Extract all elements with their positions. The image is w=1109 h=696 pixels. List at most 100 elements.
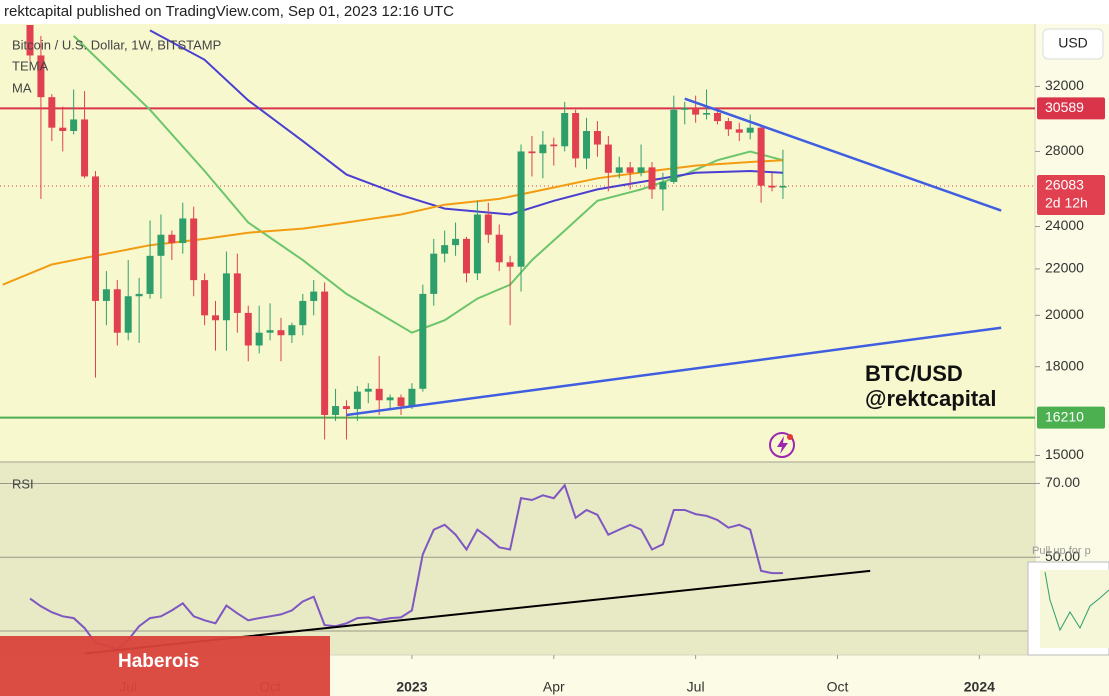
currency-label[interactable]: USD (1058, 35, 1088, 51)
y-tick-label: 28000 (1045, 142, 1084, 158)
thumbnail-hint: Pull up for p (1032, 545, 1091, 557)
candle-body (113, 289, 121, 333)
candle-body (735, 129, 743, 133)
candle-body (572, 113, 580, 159)
price-level-label: 16210 (1045, 408, 1084, 424)
price-axis (1035, 24, 1109, 655)
candle-body (201, 280, 209, 316)
thumbnail[interactable] (1027, 561, 1109, 656)
candle-body (102, 289, 110, 301)
y-tick-label: 24000 (1045, 217, 1084, 233)
indicator-label: TEMA (12, 58, 48, 73)
currency-button[interactable] (1042, 28, 1104, 60)
moving-average (73, 35, 784, 334)
x-tick-label: 2023 (396, 679, 427, 695)
y-tick-label: 32000 (1045, 77, 1084, 93)
candle-body (593, 131, 601, 145)
candle-body (473, 214, 481, 274)
candle-body (561, 113, 569, 147)
trendline (346, 326, 1002, 417)
candle-body (26, 25, 34, 56)
candle-body (353, 391, 361, 410)
y-tick-label: 15000 (1045, 446, 1084, 462)
candle-body (615, 167, 623, 173)
indicator-label: MA (12, 80, 32, 95)
candle-body (408, 388, 416, 407)
candle-body (768, 185, 776, 188)
x-tick-label: Apr (543, 679, 565, 695)
caption-box (0, 636, 330, 696)
price-level-label: 30589 (1045, 99, 1084, 115)
candle-body (779, 185, 787, 188)
candle-body (692, 108, 700, 115)
candle-body (135, 293, 143, 297)
candle-body (452, 238, 460, 246)
candle-body (462, 238, 470, 274)
candle-body (430, 253, 438, 294)
candle-body (299, 300, 307, 326)
candle-body (539, 144, 547, 154)
annotation: @rektcapital (865, 386, 997, 411)
rsi-pane (0, 462, 1035, 655)
candle-body (550, 144, 558, 147)
chart-title: Bitcoin / U.S. Dollar, 1W, BITSTAMP (12, 37, 221, 52)
candle-body (168, 234, 176, 244)
candle-body (419, 293, 427, 389)
candle-body (48, 97, 56, 128)
candle-body (332, 406, 340, 415)
price-level-box (1037, 97, 1105, 120)
last-price-box (1037, 174, 1105, 215)
candle-body (757, 127, 765, 186)
candle-body (375, 388, 383, 401)
last-price-label: 26083 (1045, 177, 1084, 193)
price-level-box (1037, 406, 1105, 429)
candle-body (321, 291, 329, 415)
rsi-title: RSI (12, 476, 34, 491)
candle-body (244, 312, 252, 346)
header-bg (0, 0, 1109, 24)
logo-icon (769, 432, 795, 458)
candle-body (190, 218, 198, 281)
trendline (684, 97, 1002, 212)
y-tick-label: 20000 (1045, 306, 1084, 322)
candle-body (506, 262, 514, 267)
candle-body (583, 131, 591, 159)
rsi-line (29, 483, 783, 651)
candle-body (233, 273, 241, 313)
candle-body (342, 406, 350, 410)
main-plot (0, 25, 1035, 440)
candle-body (179, 218, 187, 244)
candle-body (288, 325, 296, 336)
candle-body (517, 151, 525, 267)
candle-body (484, 214, 492, 235)
candle-body (91, 176, 99, 301)
candle-body (70, 119, 78, 132)
candle-body (81, 119, 89, 177)
candle-body (681, 108, 689, 110)
y-tick-label: 18000 (1045, 357, 1084, 373)
candle-body (670, 109, 678, 182)
candle-body (528, 151, 536, 154)
candle-body (659, 181, 667, 190)
candle-body (212, 315, 220, 321)
candle-body (637, 167, 645, 173)
candle-body (397, 397, 405, 407)
candle-body (713, 113, 721, 122)
x-tick-label: 2024 (964, 679, 995, 695)
y-tick-label: 70.00 (1045, 474, 1080, 490)
candle-body (255, 332, 263, 346)
candle-body (626, 167, 634, 173)
candle-body (124, 296, 132, 333)
candle-body (746, 127, 754, 133)
candle-body (157, 234, 165, 256)
moving-average (2, 159, 783, 286)
candle-body (146, 255, 154, 294)
x-tick-label: Jul (687, 679, 705, 695)
candle-body (266, 330, 274, 333)
candle-body (604, 144, 612, 173)
candle-body (703, 113, 711, 115)
candle-body (648, 167, 656, 190)
candle-body (59, 127, 67, 132)
x-tick-label: Oct (827, 679, 849, 695)
